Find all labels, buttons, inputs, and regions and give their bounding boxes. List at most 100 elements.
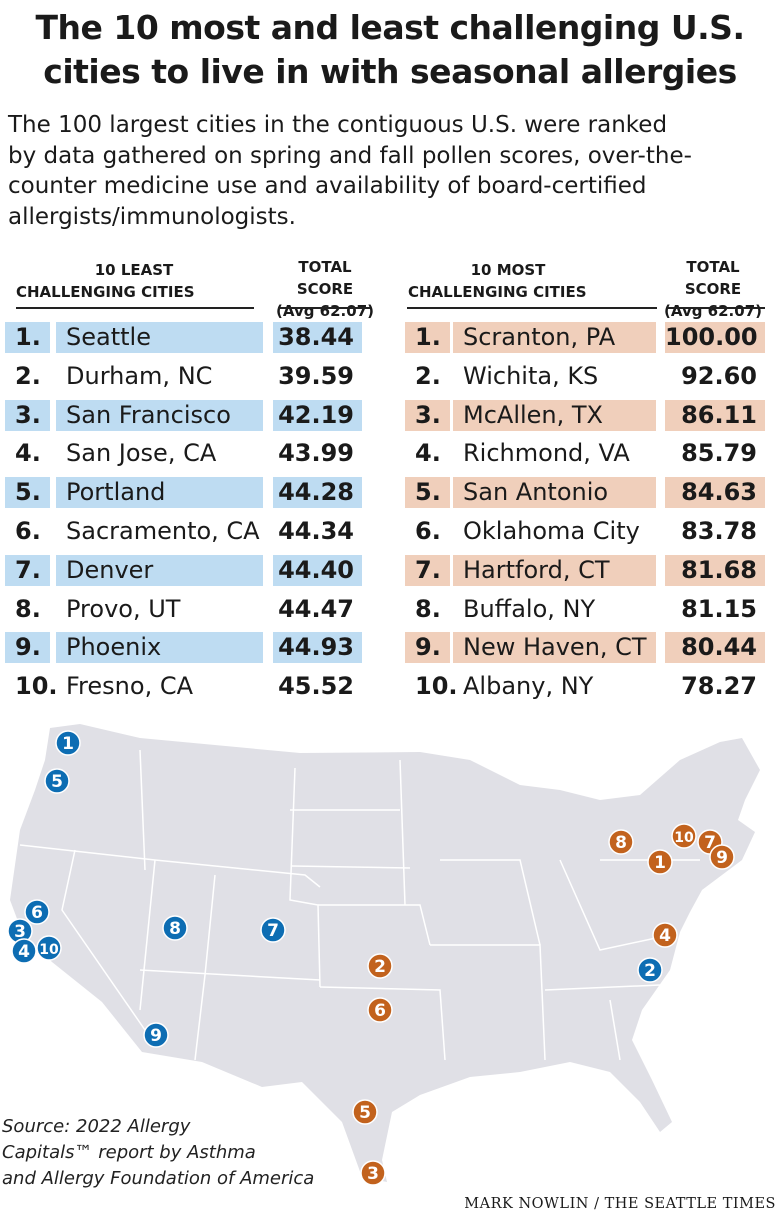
most-table-row: 9. New Haven, CT 80.44 bbox=[0, 632, 780, 664]
city-name: Albany, NY bbox=[463, 672, 594, 701]
title-line: The 10 most and least challenging U.S. bbox=[35, 8, 745, 47]
most-city-marker: 8 bbox=[608, 829, 634, 855]
least-table-row: 3. San Francisco 42.19 bbox=[0, 399, 780, 431]
total-score: 81.68 bbox=[665, 554, 765, 586]
rank-label: 5. bbox=[405, 477, 450, 509]
most-table-row: 4. Richmond, VA 85.79 bbox=[0, 438, 780, 469]
most-table-header: 10 MOST CHALLENGING CITIES bbox=[408, 259, 608, 303]
divider bbox=[16, 307, 254, 309]
least-city-marker: 6 bbox=[24, 899, 50, 925]
city-name: Oklahoma City bbox=[463, 517, 640, 545]
marker-rank: 5 bbox=[51, 772, 63, 792]
least-table-row: 10. Fresno, CA 45.52 bbox=[0, 671, 780, 702]
total-score: 43.99 bbox=[278, 439, 354, 468]
city-name: New Haven, CT bbox=[453, 632, 656, 664]
marker-circle bbox=[367, 997, 393, 1023]
rank-label: 9. bbox=[5, 632, 50, 664]
marker-circle bbox=[11, 938, 37, 964]
marker-rank: 10 bbox=[674, 830, 694, 846]
divider bbox=[667, 307, 765, 309]
total-score: 44.47 bbox=[278, 594, 354, 623]
marker-rank: 2 bbox=[374, 957, 386, 977]
marker-rank: 1 bbox=[654, 853, 666, 873]
city-name: San Francisco bbox=[56, 399, 263, 431]
city-name: Seattle bbox=[56, 322, 263, 353]
header-line: CHALLENGING CITIES bbox=[16, 283, 195, 301]
rank-label: 3. bbox=[405, 399, 450, 431]
score-header: TOTAL SCORE bbox=[296, 258, 354, 298]
rank-label: 8. bbox=[415, 594, 441, 623]
least-city-marker: 2 bbox=[637, 957, 663, 983]
marker-rank: 6 bbox=[374, 1001, 386, 1021]
most-table-row: 10. Albany, NY 78.27 bbox=[0, 671, 780, 702]
marker-rank: 6 bbox=[31, 903, 43, 923]
marker-circle bbox=[162, 915, 188, 941]
least-table-row: 5. Portland 44.28 bbox=[0, 477, 780, 509]
rank-label: 8. bbox=[15, 594, 41, 623]
most-table-row: 2. Wichita, KS 92.60 bbox=[0, 361, 780, 392]
marker-rank: 5 bbox=[359, 1103, 371, 1123]
most-city-marker: 2 bbox=[367, 953, 393, 979]
most-city-marker: 10 bbox=[671, 823, 697, 849]
subtitle-line: allergists/immunologists. bbox=[8, 203, 296, 230]
marker-circle bbox=[367, 953, 393, 979]
city-name: Richmond, VA bbox=[463, 439, 630, 468]
subtitle: The 100 largest cities in the contiguous… bbox=[8, 110, 768, 232]
rank-label: 9. bbox=[405, 632, 450, 664]
source-line: Capitals™ report by Asthma bbox=[2, 1142, 256, 1163]
marker-circle bbox=[647, 849, 673, 875]
least-score-header: TOTAL SCORE (Avg 62.07) bbox=[270, 256, 380, 322]
marker-circle bbox=[652, 922, 678, 948]
rank-label: 6. bbox=[15, 517, 41, 545]
least-table-row: 7. Denver 44.40 bbox=[0, 554, 780, 586]
rank-label: 5. bbox=[5, 477, 50, 509]
subtitle-line: The 100 largest cities in the contiguous… bbox=[8, 112, 668, 138]
source-line: Source: 2022 Allergy bbox=[2, 1116, 191, 1137]
marker-rank: 8 bbox=[615, 833, 627, 853]
most-table-row: 6. Oklahoma City 83.78 bbox=[0, 516, 780, 547]
city-name: Sacramento, CA bbox=[66, 517, 260, 545]
subtitle-line: counter medicine use and availability of… bbox=[8, 173, 647, 199]
rank-label: 10. bbox=[15, 672, 58, 701]
score-header: TOTAL SCORE bbox=[684, 258, 742, 298]
least-city-marker: 9 bbox=[143, 1022, 169, 1048]
total-score: 84.63 bbox=[665, 477, 765, 509]
state-borders bbox=[19, 749, 700, 1061]
marker-rank: 1 bbox=[62, 734, 74, 754]
marker-rank: 3 bbox=[14, 922, 26, 942]
total-score: 92.60 bbox=[681, 361, 757, 390]
most-city-marker: 6 bbox=[367, 997, 393, 1023]
header-line: CHALLENGING CITIES bbox=[408, 283, 587, 301]
marker-circle bbox=[360, 1160, 386, 1186]
page-title: The 10 most and least challenging U.S. c… bbox=[0, 6, 780, 94]
score-average: (Avg 62.07) bbox=[664, 302, 762, 320]
marker-rank: 7 bbox=[267, 921, 279, 941]
marker-rank: 2 bbox=[644, 961, 656, 981]
most-table-row: 7. Hartford, CT 81.68 bbox=[0, 554, 780, 586]
total-score: 45.52 bbox=[278, 672, 354, 701]
least-table-row: 9. Phoenix 44.93 bbox=[0, 632, 780, 664]
source-note: Source: 2022 Allergy Capitals™ report by… bbox=[2, 1114, 314, 1192]
rank-label: 10. bbox=[415, 672, 458, 701]
score-average: (Avg 62.07) bbox=[276, 302, 374, 320]
total-score: 44.93 bbox=[273, 632, 362, 664]
marker-circle bbox=[260, 917, 286, 943]
city-name: Denver bbox=[56, 554, 263, 586]
rank-label: 4. bbox=[415, 439, 441, 468]
rank-label: 2. bbox=[415, 361, 441, 390]
subtitle-line: by data gathered on spring and fall poll… bbox=[8, 142, 692, 169]
marker-circle bbox=[608, 829, 634, 855]
divider bbox=[407, 307, 657, 309]
city-name: Phoenix bbox=[56, 632, 263, 664]
title-line: cities to live in with seasonal allergie… bbox=[43, 52, 737, 91]
marker-rank: 9 bbox=[150, 1026, 162, 1046]
total-score: 38.44 bbox=[273, 322, 362, 353]
least-city-marker: 5 bbox=[44, 768, 70, 794]
total-score: 44.28 bbox=[273, 477, 362, 509]
rank-label: 2. bbox=[15, 361, 41, 390]
total-score: 83.78 bbox=[681, 517, 757, 545]
total-score: 85.79 bbox=[681, 439, 757, 468]
rank-label: 3. bbox=[5, 399, 50, 431]
least-table-row: 2. Durham, NC 39.59 bbox=[0, 361, 780, 392]
